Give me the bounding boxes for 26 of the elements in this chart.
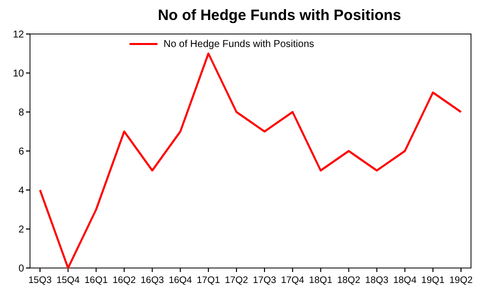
x-tick-label: 18Q4 — [393, 275, 416, 286]
x-tick-label: 16Q4 — [168, 275, 192, 286]
y-tick-label: 12 — [12, 30, 24, 40]
x-tick-label: 18Q3 — [365, 275, 388, 286]
x-tick-label: 17Q2 — [224, 275, 248, 286]
x-tick-label: 19Q2 — [449, 275, 473, 286]
x-tick-label: 19Q1 — [421, 275, 445, 286]
x-tick-label: 15Q4 — [56, 275, 80, 286]
x-tick-label: 18Q1 — [309, 275, 332, 286]
y-tick-label: 10 — [12, 68, 24, 80]
y-tick-label: 8 — [18, 108, 24, 118]
x-tick-label: 17Q3 — [252, 275, 276, 286]
x-tick-label: 16Q2 — [112, 275, 136, 286]
x-tick-label: 16Q1 — [84, 275, 108, 286]
x-tick-label: 18Q2 — [337, 275, 360, 286]
y-tick-label: 0 — [18, 264, 24, 274]
y-tick-label: 2 — [18, 224, 24, 236]
line-series — [39, 52, 462, 269]
x-tick-label: 16Q3 — [140, 275, 164, 286]
legend-label: No of Hedge Funds with Positions — [164, 39, 314, 50]
x-tick-label: 15Q3 — [28, 275, 52, 286]
y-tick-label: 4 — [18, 186, 24, 196]
y-tick-label: 6 — [18, 146, 24, 158]
x-tick-label: 17Q4 — [280, 275, 304, 286]
x-tick-label: 17Q1 — [196, 275, 220, 286]
chart-title: No of Hedge Funds with Positions — [158, 7, 402, 24]
